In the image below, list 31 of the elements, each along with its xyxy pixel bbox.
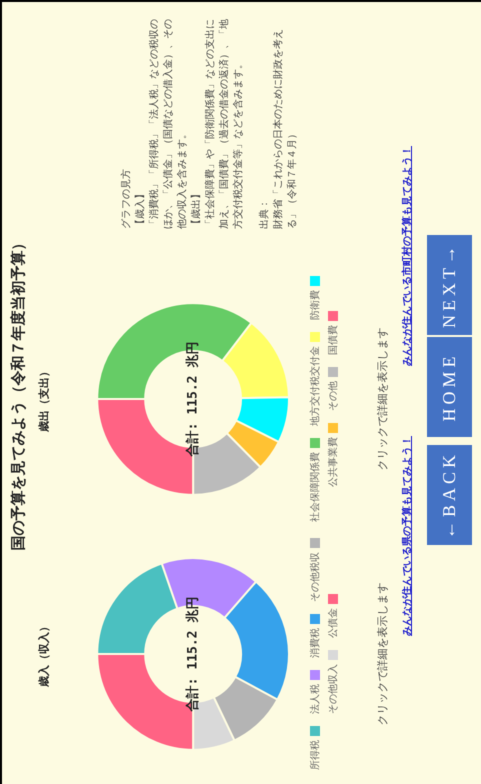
text: NEXT→	[427, 235, 472, 335]
legend-label: 社会保障関係費	[308, 452, 322, 522]
legend-label: 公共事業費	[326, 437, 340, 487]
legend-label: その他	[327, 381, 340, 411]
legend-label: 消費税	[308, 628, 322, 658]
legend-label: 国債費	[326, 325, 340, 355]
text: 歳出（支出）	[37, 366, 50, 433]
source-note: 出典：	[258, 198, 271, 229]
text: 財務省「これからの日本のために財政を考える」（令和７年４月）	[272, 28, 299, 229]
text: 【歳出】	[190, 188, 203, 229]
legend-label: 防衛費	[308, 290, 322, 320]
text: 「消費税」「所得税」「法人税」などの税収のほか、「公債金」（国債などの借入金）、その他の収入を含みます。	[148, 18, 189, 229]
text: みんなが住んでいる県の予算も見てみよう！	[400, 436, 414, 636]
legend-label: その他収入	[326, 664, 340, 714]
text: 歳入（収入）	[37, 621, 50, 688]
legend-label: 法人税	[308, 684, 322, 714]
legend-label: 公債金	[327, 608, 340, 638]
text: グラフの見方	[120, 168, 133, 229]
text: 【歳入】	[134, 188, 147, 229]
text: 国の予算を見てみよう（令和７年度当初予算）	[9, 236, 27, 550]
text: みんなが住んでいる市町村の予算も見てみよう！	[400, 146, 414, 366]
legend-label: 所得税	[308, 740, 322, 770]
text: 合計: 115.2 兆円	[184, 342, 200, 458]
text: 合計: 115.2 兆円	[184, 596, 200, 712]
text: 「社会保障費」や「防衛関係費」などの支出に加え、「国債費」（過去の借金の返済）、「地方交付税交付金等」などを含みます。	[204, 18, 245, 229]
legend-label: その他税収	[308, 552, 322, 602]
text: クリックで詳細を表示します	[376, 326, 390, 472]
text: クリックで詳細を表示します	[376, 582, 390, 728]
text: HOME	[427, 337, 472, 437]
legend-label: 地方交付税交付金	[308, 346, 322, 426]
text: ←BACK	[427, 445, 472, 545]
